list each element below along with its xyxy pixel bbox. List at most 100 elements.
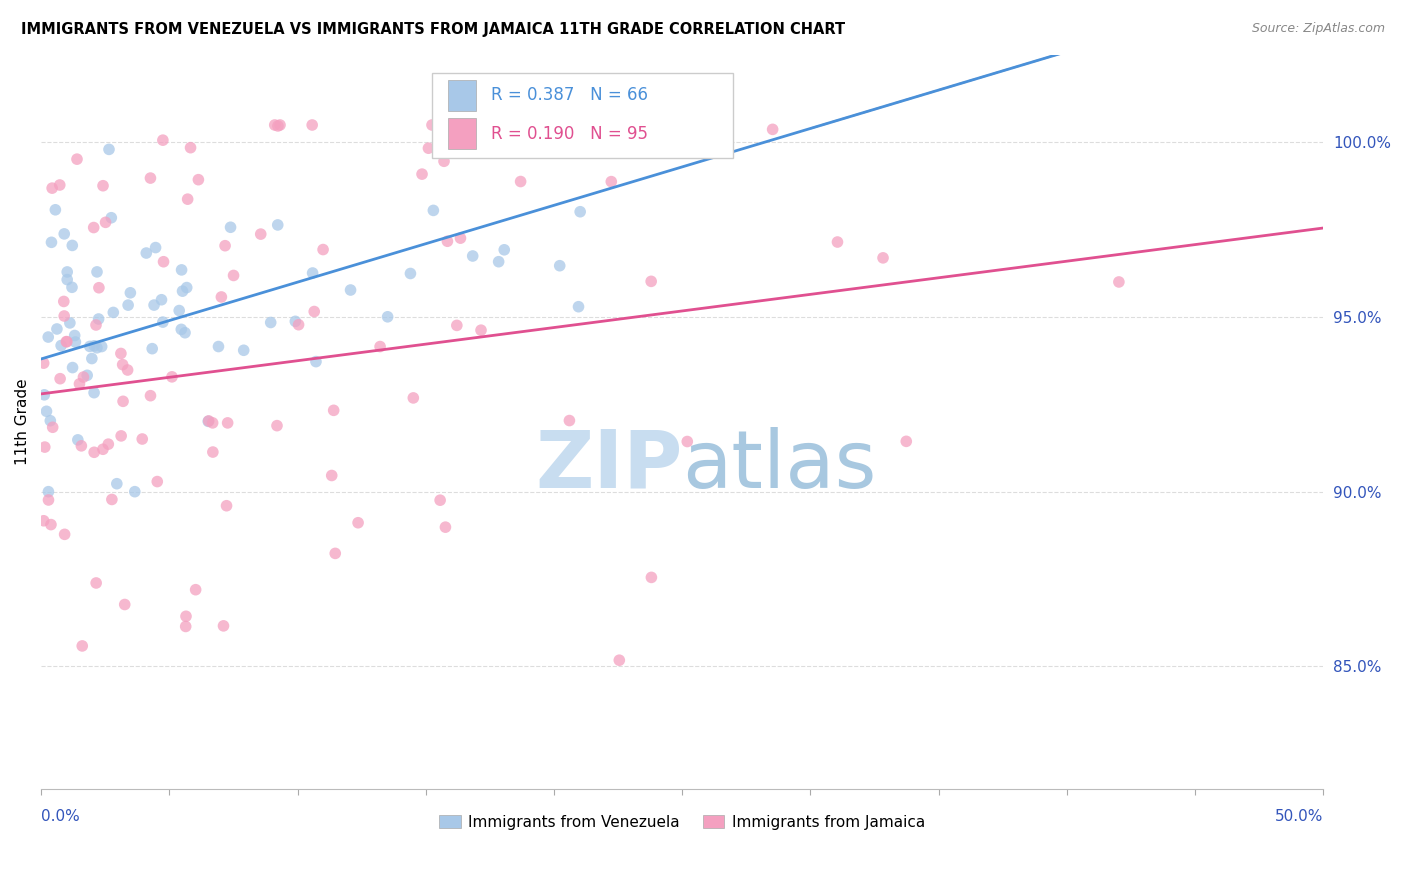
Point	[124, 484, 146, 499]
Point	[112, 394, 135, 409]
Point	[53, 227, 76, 241]
Point	[135, 246, 157, 260]
Point	[201, 445, 224, 459]
Point	[209, 290, 232, 304]
Point	[139, 171, 162, 186]
Point	[399, 267, 422, 281]
FancyBboxPatch shape	[432, 73, 734, 158]
Point	[59, 316, 82, 330]
Point	[62, 360, 84, 375]
Point	[569, 204, 592, 219]
Point	[103, 305, 125, 319]
Point	[167, 303, 190, 318]
Point	[105, 476, 128, 491]
Point	[323, 546, 346, 560]
Point	[87, 281, 110, 295]
Point	[131, 432, 153, 446]
Point	[141, 342, 163, 356]
Point	[110, 429, 132, 443]
Point	[70, 639, 93, 653]
Point	[39, 517, 62, 532]
Point	[436, 234, 458, 248]
Point	[450, 231, 472, 245]
Point	[100, 211, 122, 225]
Point	[461, 249, 484, 263]
Point	[44, 202, 66, 217]
Point	[91, 178, 114, 193]
Point	[434, 136, 457, 151]
Point	[640, 274, 662, 288]
Point	[94, 215, 117, 229]
Point	[110, 346, 132, 360]
Point	[37, 493, 59, 508]
Point	[146, 475, 169, 489]
Point	[72, 370, 94, 384]
Point	[207, 339, 229, 353]
Point	[69, 376, 91, 391]
Point	[84, 318, 107, 332]
Point	[150, 293, 173, 307]
Point	[56, 265, 79, 279]
Point	[377, 310, 399, 324]
Text: IMMIGRANTS FROM VENEZUELA VS IMMIGRANTS FROM JAMAICA 11TH GRADE CORRELATION CHAR: IMMIGRANTS FROM VENEZUELA VS IMMIGRANTS …	[21, 22, 845, 37]
Point	[429, 493, 451, 508]
Point	[215, 499, 238, 513]
Point	[41, 235, 63, 250]
Point	[60, 238, 83, 252]
Point	[339, 283, 361, 297]
Text: R = 0.387   N = 66: R = 0.387 N = 66	[491, 87, 648, 104]
Point	[32, 356, 55, 370]
Point	[170, 263, 193, 277]
Point	[411, 167, 433, 181]
Point	[368, 340, 391, 354]
Point	[41, 181, 63, 195]
Point	[172, 284, 194, 298]
Point	[79, 339, 101, 353]
Point	[152, 315, 174, 329]
Point	[607, 653, 630, 667]
Point	[548, 259, 571, 273]
Text: Source: ZipAtlas.com: Source: ZipAtlas.com	[1251, 22, 1385, 36]
Point	[232, 343, 254, 358]
Point	[98, 142, 121, 156]
Point	[600, 175, 623, 189]
Point	[214, 238, 236, 252]
Point	[49, 372, 72, 386]
Point	[896, 434, 918, 449]
Point	[66, 433, 89, 447]
Point	[347, 516, 370, 530]
Point	[222, 268, 245, 283]
Point	[86, 341, 108, 355]
Point	[170, 322, 193, 336]
Point	[41, 420, 63, 434]
Point	[111, 358, 134, 372]
Point	[219, 220, 242, 235]
Text: 0.0%: 0.0%	[41, 809, 80, 824]
Point	[143, 298, 166, 312]
Text: R = 0.190   N = 95: R = 0.190 N = 95	[491, 125, 648, 143]
FancyBboxPatch shape	[447, 119, 475, 149]
Point	[284, 314, 307, 328]
Point	[446, 318, 468, 333]
Point	[84, 576, 107, 591]
Point	[53, 309, 76, 323]
Point	[420, 118, 443, 132]
Point	[90, 340, 112, 354]
Point	[139, 389, 162, 403]
Point	[470, 323, 492, 337]
Point	[266, 418, 288, 433]
Point	[76, 368, 98, 383]
Point	[160, 369, 183, 384]
Point	[1108, 275, 1130, 289]
Point	[762, 122, 785, 136]
Point	[197, 414, 219, 428]
Point	[197, 414, 219, 428]
Point	[174, 619, 197, 633]
Point	[249, 227, 271, 241]
Point	[120, 285, 142, 300]
Point	[101, 492, 124, 507]
Point	[145, 241, 167, 255]
Point	[263, 118, 285, 132]
Point	[402, 391, 425, 405]
Point	[37, 484, 59, 499]
